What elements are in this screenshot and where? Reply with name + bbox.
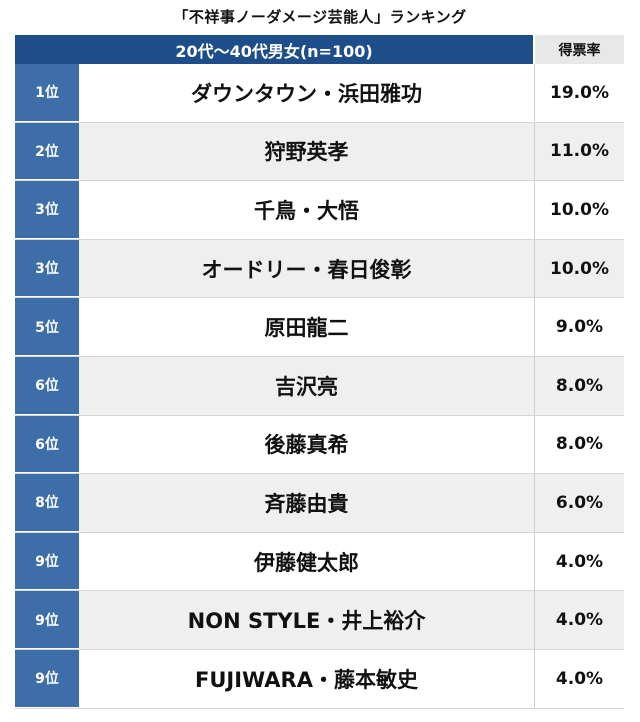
pct-cell: 9.0% [555,317,604,338]
name-cell: 千鳥・大悟 [79,181,535,239]
table-row: 1位 ダウンタウン・浜田雅功 19.0% [15,64,624,123]
rank-cell: 3位 [15,181,79,239]
table-header: 20代〜40代男女(n=100) 得票率 [15,35,624,64]
pct-cell: 4.0% [555,551,604,572]
table-row: 6位 吉沢亮 8.0% [15,356,624,416]
pct-cell: 10.0% [550,199,609,220]
rank-cell: 9位 [15,532,79,591]
pct-cell: 4.0% [555,668,604,689]
table-row: 6位 後藤真希 8.0% [15,415,624,475]
name-cell: 吉沢亮 [79,356,535,415]
table-row: 9位 NON STYLE・井上裕介 4.0% [15,591,624,650]
name-cell: 斉藤由貴 [79,474,535,532]
table-row: 9位 伊藤健太郎 4.0% [15,532,624,592]
pct-cell: 8.0% [555,434,604,455]
rank-cell: 1位 [15,64,79,122]
name-cell: 狩野英孝 [79,122,535,181]
page-title: 「不祥事ノーダメージ芸能人」ランキング [173,8,467,26]
pct-cell: 6.0% [535,474,624,532]
name-cell: FUJIWARA・藤本敏史 [79,649,535,708]
table-row: 9位 FUJIWARA・藤本敏史 4.0% [15,649,624,709]
rank-cell: 6位 [15,415,79,474]
rank-cell: 3位 [15,239,79,298]
table-row: 8位 斉藤由貴 6.0% [15,474,624,533]
rank-cell: 2位 [15,122,79,181]
name-cell: 原田龍二 [79,298,535,356]
pct-cell: 11.0% [535,122,624,181]
table-row: 3位 千鳥・大悟 10.0% [15,181,624,240]
rank-cell: 6位 [15,356,79,415]
name-cell: 後藤真希 [79,415,535,474]
table-row: 2位 狩野英孝 11.0% [15,122,624,182]
table-row: 3位 オードリー・春日俊彰 10.0% [15,239,624,299]
pct-cell: 19.0% [550,82,609,103]
name-cell: オードリー・春日俊彰 [79,239,535,298]
pct-cell: 8.0% [535,356,624,415]
votes-header: 得票率 [535,35,624,64]
pct-cell: 4.0% [535,591,624,649]
rank-cell: 9位 [15,649,79,708]
rank-cell: 9位 [15,591,79,649]
name-cell: ダウンタウン・浜田雅功 [79,64,535,122]
group-header: 20代〜40代男女(n=100) [15,35,535,64]
rank-cell: 8位 [15,474,79,532]
name-cell: NON STYLE・井上裕介 [79,591,535,649]
name-cell: 伊藤健太郎 [79,532,535,591]
rank-cell: 5位 [15,298,79,356]
table-row: 5位 原田龍二 9.0% [15,298,624,357]
pct-cell: 10.0% [535,239,624,298]
ranking-table: 20代〜40代男女(n=100) 得票率 1位 ダウンタウン・浜田雅功 19.0… [15,35,624,709]
